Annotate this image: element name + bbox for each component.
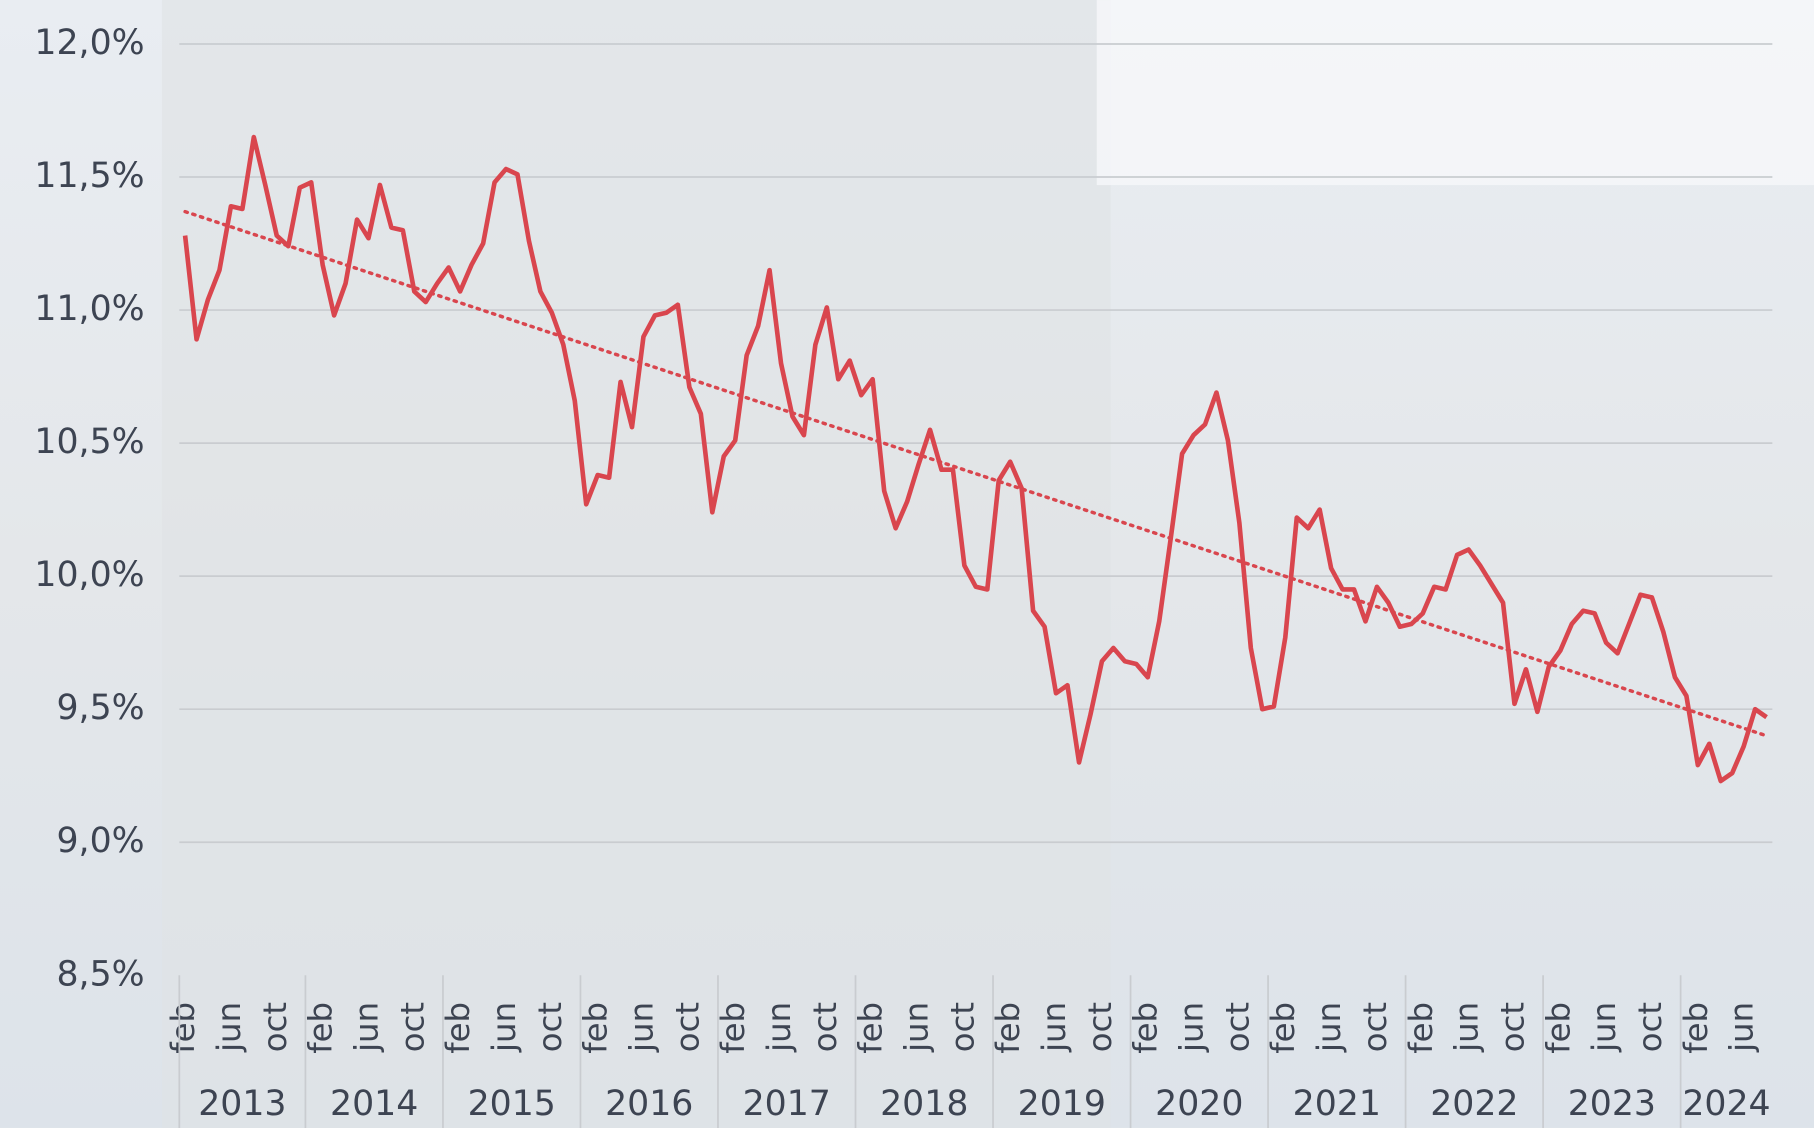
x-tick-label: feb bbox=[1127, 1002, 1165, 1054]
year-label: 2015 bbox=[468, 1084, 556, 1124]
year-label: 2021 bbox=[1293, 1084, 1381, 1124]
x-tick-label: feb bbox=[1264, 1002, 1302, 1054]
x-tick-label: feb bbox=[1539, 1002, 1577, 1054]
x-tick-label: jun bbox=[1448, 1002, 1486, 1053]
chart: 8,5% 9,0% 9,5% 10,0% 10,5% 11,0% 11,5% 12,0% feb… bbox=[0, 0, 1814, 1128]
x-tick-label: jun bbox=[760, 1002, 798, 1053]
year-label: 2019 bbox=[1018, 1084, 1106, 1124]
year-label: 2020 bbox=[1155, 1084, 1243, 1124]
x-tick-label: oct bbox=[393, 1002, 431, 1052]
x-tick-label: feb bbox=[714, 1002, 752, 1054]
x-tick-label: feb bbox=[989, 1002, 1027, 1054]
x-tick-label: jun bbox=[1723, 1002, 1761, 1053]
y-tick-label: 9,0% bbox=[56, 821, 144, 861]
x-tick-label: jun bbox=[485, 1002, 523, 1053]
x-tick-label: jun bbox=[1310, 1002, 1348, 1053]
x-tick-label: feb bbox=[1402, 1002, 1440, 1054]
x-tick-label: feb bbox=[439, 1002, 477, 1054]
x-tick-label: feb bbox=[1677, 1002, 1715, 1054]
x-tick-label: feb bbox=[852, 1002, 890, 1054]
x-tick-label: jun bbox=[622, 1002, 660, 1053]
x-tick-label: oct bbox=[806, 1002, 844, 1052]
x-tick-label: jun bbox=[1173, 1002, 1211, 1053]
x-tick-label: feb bbox=[577, 1002, 615, 1054]
x-tick-label: oct bbox=[668, 1002, 706, 1052]
x-tick-label: oct bbox=[531, 1002, 569, 1052]
year-label: 2023 bbox=[1568, 1084, 1656, 1124]
x-tick-label: oct bbox=[1081, 1002, 1119, 1052]
y-tick-label: 12,0% bbox=[34, 23, 144, 63]
x-tick-label: oct bbox=[1493, 1002, 1531, 1052]
x-tick-label: oct bbox=[256, 1002, 294, 1052]
y-tick-label: 10,0% bbox=[34, 555, 144, 595]
page: {"chart_data": { "type": "line", "catego… bbox=[0, 0, 1814, 1128]
year-label: 2017 bbox=[743, 1084, 831, 1124]
y-tick-label: 8,5% bbox=[56, 954, 144, 994]
y-tick-label: 11,0% bbox=[34, 289, 144, 329]
x-tick-label: jun bbox=[1035, 1002, 1073, 1053]
x-tick-label: oct bbox=[1631, 1002, 1669, 1052]
year-label: 2013 bbox=[198, 1084, 286, 1124]
y-tick-label: 9,5% bbox=[56, 688, 144, 728]
year-label: 2018 bbox=[880, 1084, 968, 1124]
x-tick-label: oct bbox=[943, 1002, 981, 1052]
x-tick-label: jun bbox=[210, 1002, 248, 1053]
year-label: 2024 bbox=[1682, 1084, 1770, 1124]
background-shade bbox=[162, 0, 1111, 1128]
year-label: 2014 bbox=[330, 1084, 418, 1124]
x-tick-label: oct bbox=[1218, 1002, 1256, 1052]
x-tick-label: feb bbox=[164, 1002, 202, 1054]
year-label: 2016 bbox=[605, 1084, 693, 1124]
year-label: 2022 bbox=[1430, 1084, 1518, 1124]
y-tick-label: 10,5% bbox=[34, 422, 144, 462]
x-tick-label: jun bbox=[1585, 1002, 1623, 1053]
x-tick-label: feb bbox=[302, 1002, 340, 1054]
x-tick-label: oct bbox=[1356, 1002, 1394, 1052]
y-tick-label: 11,5% bbox=[34, 156, 144, 196]
x-tick-label: jun bbox=[347, 1002, 385, 1053]
background-sky bbox=[1097, 0, 1814, 185]
x-tick-label: jun bbox=[898, 1002, 936, 1053]
